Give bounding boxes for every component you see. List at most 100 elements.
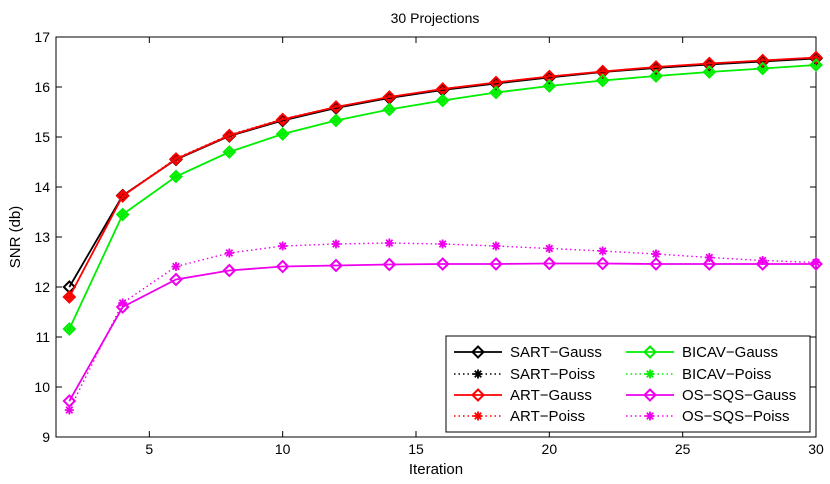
data-point [598, 246, 608, 256]
data-point [382, 257, 397, 272]
x-tick-label: 30 [808, 441, 824, 457]
legend-marker [643, 345, 657, 359]
data-point [435, 93, 450, 108]
data-point [491, 241, 501, 251]
legend-label: OS−SQS−Poiss [682, 408, 790, 425]
data-point [275, 127, 290, 141]
data-point [382, 90, 397, 104]
y-tick-label: 14 [34, 179, 50, 195]
legend-item: ART−Gauss [454, 387, 592, 404]
data-point [62, 322, 77, 336]
data-point [489, 257, 503, 271]
legend-marker [471, 345, 485, 359]
data-point [809, 257, 823, 271]
data-point [542, 256, 557, 271]
data-point [64, 292, 74, 302]
data-point [649, 60, 663, 74]
data-point [542, 79, 557, 93]
legend-label: BICAV−Poiss [682, 366, 771, 383]
data-point [222, 263, 237, 278]
data-point [811, 258, 821, 267]
data-point [118, 298, 128, 308]
y-tick-label: 11 [35, 329, 50, 345]
data-point [384, 238, 394, 248]
data-point [702, 56, 717, 71]
data-point [542, 69, 557, 84]
legend-label: OS−SQS−Gauss [682, 387, 796, 404]
data-point [809, 50, 823, 65]
series-line [68, 262, 816, 402]
data-point [222, 145, 237, 159]
data-point [169, 152, 183, 166]
data-point [595, 256, 610, 271]
data-point [329, 100, 343, 114]
data-point [171, 262, 181, 271]
data-point [595, 64, 610, 79]
x-tick-label: 15 [408, 441, 424, 457]
data-point [115, 207, 130, 222]
legend: SART−Gauss SART−Poiss ART−Gauss ART−Poiss BI… [445, 335, 811, 433]
data-point [809, 58, 823, 72]
data-point [275, 259, 290, 274]
axis-ticks: 5 10 15 20 25 30 9 10 11 12 13 14 15 16 17 [34, 29, 824, 457]
y-axis-label: SNR (db) [7, 206, 24, 269]
legend-label: BICAV−Gauss [682, 344, 778, 361]
legend-marker [473, 411, 483, 421]
chart-title: 30 Projections [391, 10, 480, 26]
series-layer [62, 50, 823, 415]
data-point [115, 189, 130, 203]
series-line [68, 242, 817, 411]
x-axis-label: Iteration [409, 461, 463, 478]
data-point [62, 290, 77, 304]
data-point [649, 69, 663, 83]
series-line [68, 64, 817, 330]
data-point [64, 324, 74, 334]
data-point [702, 257, 717, 271]
data-point [64, 405, 74, 415]
data-point [331, 239, 341, 249]
data-point [224, 248, 234, 258]
y-tick-label: 9 [42, 429, 50, 445]
legend-label: SART−Poiss [510, 366, 595, 383]
legend-item: SART−Poiss [454, 366, 595, 383]
legend-item: ART−Poiss [454, 408, 585, 425]
legend-item: BICAV−Gauss [626, 344, 778, 361]
data-point [755, 257, 770, 271]
data-point [278, 241, 288, 251]
x-tick-label: 25 [675, 441, 691, 457]
legend-item: OS−SQS−Gauss [626, 387, 796, 404]
legend-label: ART−Poiss [510, 408, 585, 425]
legend-marker [645, 369, 655, 379]
series-line [68, 56, 817, 298]
legend-label: ART−Gauss [510, 387, 592, 404]
data-point [649, 257, 663, 271]
legend-item: BICAV−Poiss [626, 366, 771, 383]
data-point [115, 300, 130, 314]
legend-marker [643, 388, 657, 402]
data-point [755, 53, 770, 68]
legend-marker [471, 388, 485, 402]
series-os-sqs-poiss [64, 238, 821, 415]
legend-label: SART−Gauss [510, 344, 602, 361]
y-tick-label: 15 [34, 129, 50, 145]
data-point [275, 112, 290, 127]
x-tick-label: 20 [542, 441, 558, 457]
y-tick-label: 12 [34, 279, 50, 295]
legend-item: SART−Gauss [454, 344, 602, 361]
data-point [329, 258, 343, 273]
data-point [329, 113, 343, 128]
x-tick-label: 10 [275, 441, 291, 457]
data-point [489, 85, 503, 100]
data-point [595, 73, 610, 88]
data-point [755, 61, 770, 76]
data-point [169, 272, 183, 287]
x-tick-label: 5 [145, 441, 153, 457]
y-tick-label: 10 [34, 379, 50, 395]
data-point [544, 244, 554, 253]
legend-marker [645, 411, 655, 421]
data-point [758, 256, 768, 265]
legend-marker [473, 369, 483, 379]
data-point [382, 102, 397, 117]
data-point [438, 239, 448, 249]
